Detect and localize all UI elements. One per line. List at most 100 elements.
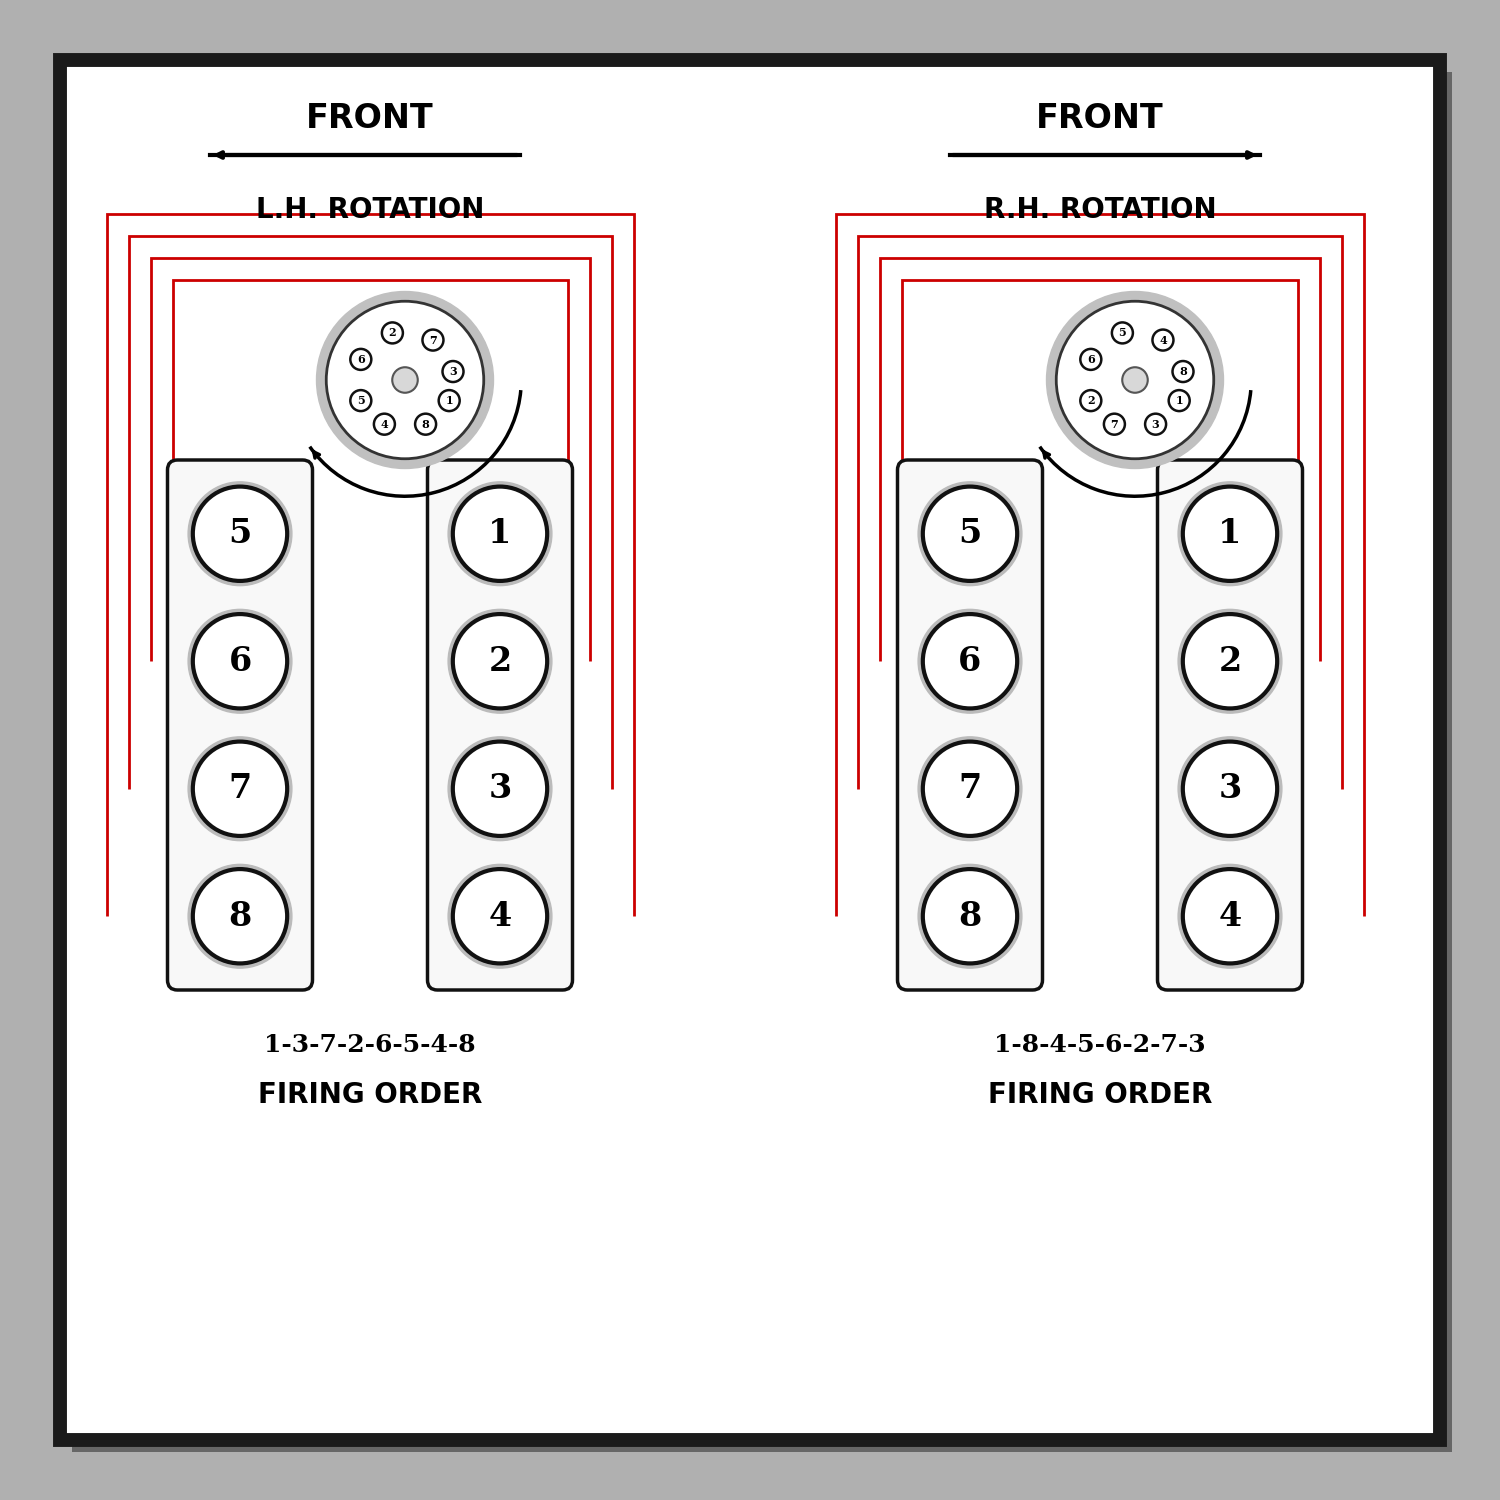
Circle shape: [922, 741, 1017, 836]
Text: 2: 2: [1218, 645, 1242, 678]
Text: 5: 5: [357, 394, 364, 406]
Circle shape: [922, 614, 1017, 708]
Circle shape: [1178, 609, 1282, 712]
Circle shape: [194, 868, 286, 963]
Circle shape: [1047, 291, 1224, 468]
Circle shape: [188, 864, 292, 968]
Text: 3: 3: [489, 772, 512, 806]
Text: 4: 4: [489, 900, 512, 933]
Circle shape: [1080, 390, 1101, 411]
Circle shape: [1104, 414, 1125, 435]
Circle shape: [416, 414, 436, 435]
Text: 4: 4: [1218, 900, 1242, 933]
Text: 6: 6: [357, 354, 364, 364]
Text: 1-3-7-2-6-5-4-8: 1-3-7-2-6-5-4-8: [264, 1034, 476, 1058]
Circle shape: [393, 368, 417, 393]
FancyBboxPatch shape: [1158, 460, 1302, 990]
Text: 8: 8: [422, 419, 429, 429]
Circle shape: [1168, 390, 1190, 411]
Text: 7: 7: [958, 772, 981, 806]
Circle shape: [327, 302, 483, 459]
Circle shape: [351, 350, 372, 370]
Text: 1: 1: [489, 518, 512, 550]
Circle shape: [194, 741, 286, 836]
Text: 5: 5: [228, 518, 252, 550]
Circle shape: [453, 614, 548, 708]
Text: 1: 1: [446, 394, 453, 406]
Circle shape: [1152, 330, 1173, 351]
Circle shape: [922, 486, 1017, 580]
Text: R.H. ROTATION: R.H. ROTATION: [984, 196, 1216, 223]
Circle shape: [423, 330, 444, 351]
Circle shape: [918, 609, 1022, 712]
Circle shape: [1184, 614, 1276, 708]
Circle shape: [922, 868, 1017, 963]
Circle shape: [194, 614, 286, 708]
Text: 5: 5: [1119, 327, 1126, 339]
Circle shape: [453, 486, 548, 580]
Text: 2: 2: [1088, 394, 1095, 406]
Circle shape: [448, 736, 552, 840]
Circle shape: [453, 741, 548, 836]
Text: 8: 8: [1179, 366, 1186, 376]
Text: 7: 7: [429, 334, 436, 345]
Text: FIRING ORDER: FIRING ORDER: [988, 1082, 1212, 1108]
Circle shape: [448, 864, 552, 968]
Circle shape: [1056, 302, 1214, 459]
Text: 2: 2: [489, 645, 512, 678]
Circle shape: [1178, 482, 1282, 585]
Circle shape: [194, 486, 286, 580]
Text: 1: 1: [1176, 394, 1184, 406]
Circle shape: [1184, 741, 1276, 836]
Circle shape: [453, 868, 548, 963]
Circle shape: [1122, 368, 1148, 393]
Text: 5: 5: [958, 518, 981, 550]
FancyBboxPatch shape: [60, 60, 1440, 1440]
Circle shape: [1184, 486, 1276, 580]
Circle shape: [1080, 350, 1101, 370]
FancyBboxPatch shape: [72, 72, 1452, 1452]
Text: 7: 7: [1110, 419, 1119, 429]
Circle shape: [188, 736, 292, 840]
Circle shape: [1178, 864, 1282, 968]
Circle shape: [351, 390, 372, 411]
Circle shape: [448, 609, 552, 712]
FancyBboxPatch shape: [427, 460, 573, 990]
Circle shape: [442, 362, 464, 382]
FancyBboxPatch shape: [897, 460, 1042, 990]
Circle shape: [188, 609, 292, 712]
Text: 3: 3: [1152, 419, 1160, 429]
Text: 2: 2: [388, 327, 396, 339]
FancyBboxPatch shape: [168, 460, 312, 990]
Text: 3: 3: [448, 366, 458, 376]
Text: 1: 1: [1218, 518, 1242, 550]
Text: 6: 6: [228, 645, 252, 678]
Circle shape: [188, 482, 292, 585]
Circle shape: [382, 322, 404, 344]
Text: 8: 8: [228, 900, 252, 933]
Text: 4: 4: [1160, 334, 1167, 345]
Text: 4: 4: [381, 419, 388, 429]
Circle shape: [1112, 322, 1132, 344]
Circle shape: [918, 864, 1022, 968]
Circle shape: [1144, 414, 1166, 435]
Circle shape: [374, 414, 394, 435]
Text: 6: 6: [1088, 354, 1095, 364]
Circle shape: [1184, 868, 1276, 963]
Text: 8: 8: [958, 900, 981, 933]
Text: 7: 7: [228, 772, 252, 806]
Circle shape: [438, 390, 459, 411]
Circle shape: [1173, 362, 1194, 382]
Circle shape: [316, 291, 494, 468]
Text: 3: 3: [1218, 772, 1242, 806]
Text: 1-8-4-5-6-2-7-3: 1-8-4-5-6-2-7-3: [994, 1034, 1206, 1058]
Circle shape: [448, 482, 552, 585]
Circle shape: [918, 482, 1022, 585]
Text: L.H. ROTATION: L.H. ROTATION: [256, 196, 484, 223]
Circle shape: [1178, 736, 1282, 840]
Text: FIRING ORDER: FIRING ORDER: [258, 1082, 482, 1108]
Text: FRONT: FRONT: [306, 102, 434, 135]
Text: FRONT: FRONT: [1036, 102, 1164, 135]
Text: 6: 6: [958, 645, 981, 678]
Circle shape: [918, 736, 1022, 840]
